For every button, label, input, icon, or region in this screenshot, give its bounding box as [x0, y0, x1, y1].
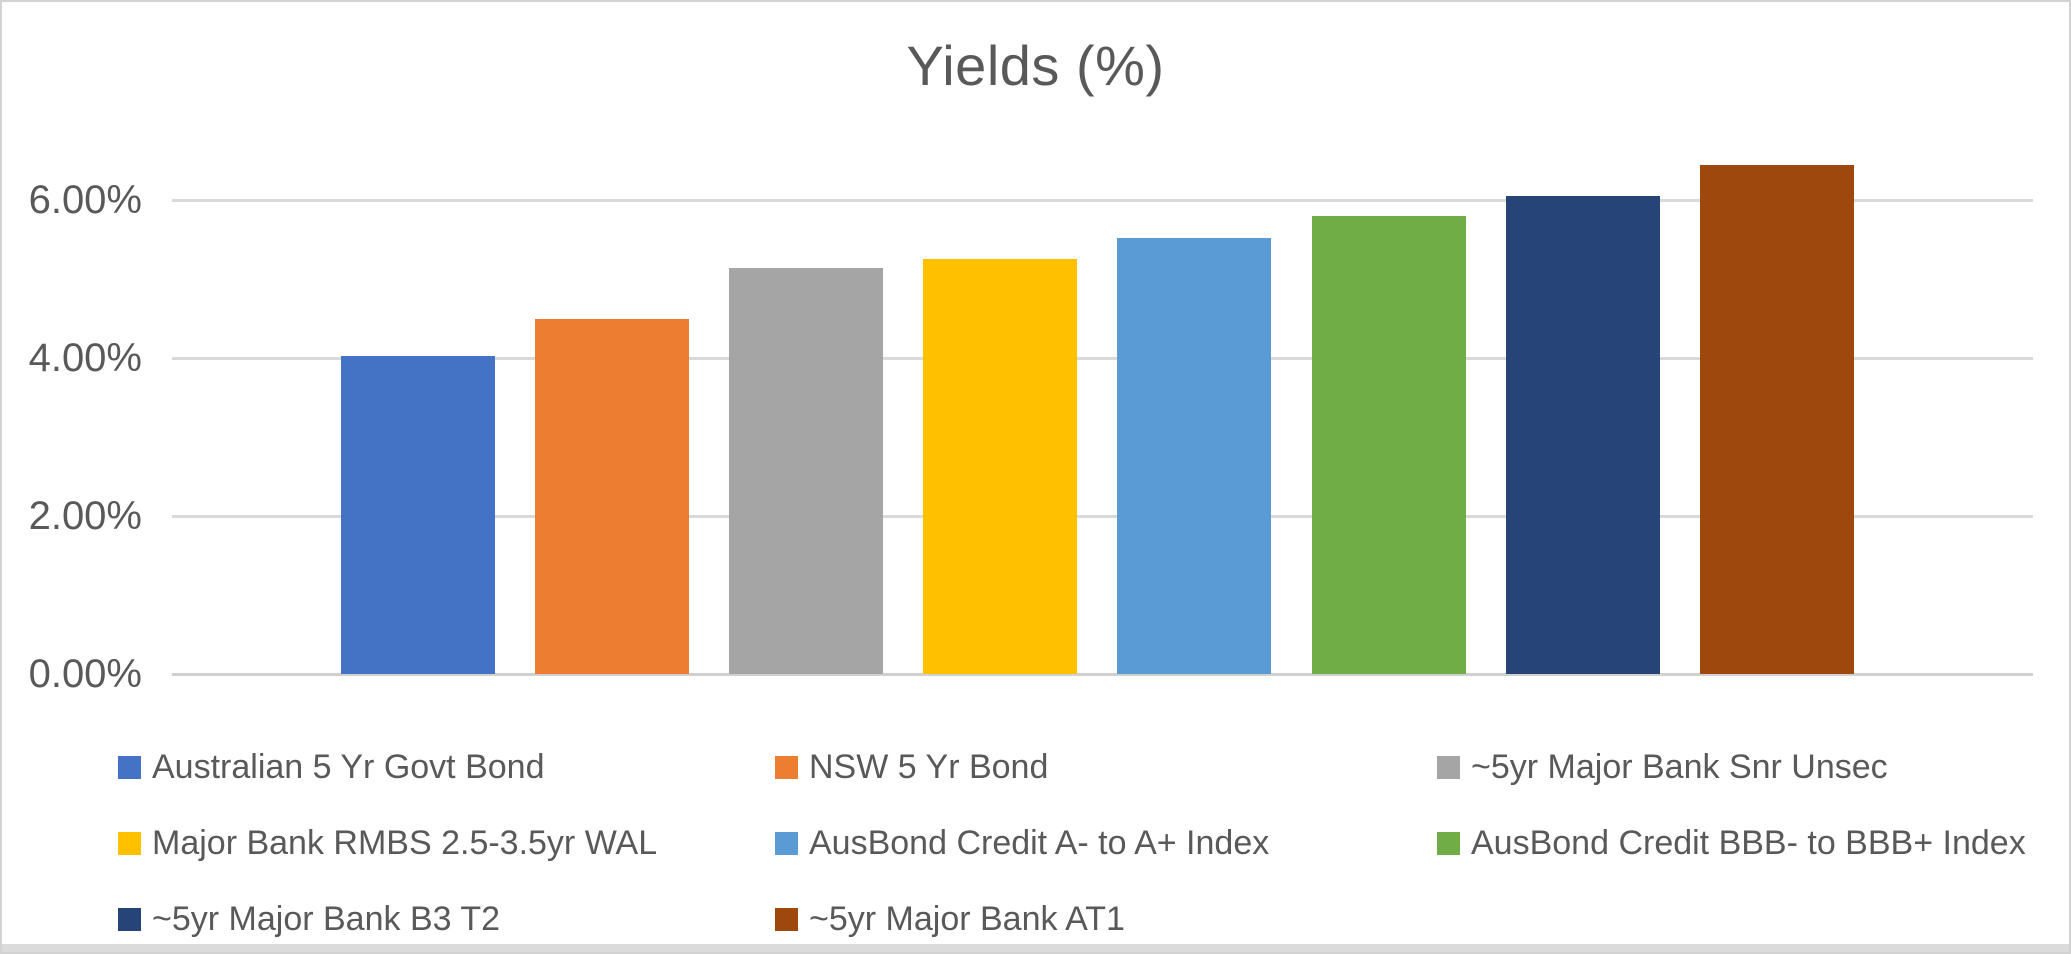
bar-3 [923, 259, 1077, 674]
bar-7 [1700, 165, 1854, 674]
bar-2 [729, 267, 883, 674]
gridline [172, 357, 2033, 360]
bar-6 [1506, 196, 1660, 674]
legend-label: AusBond Credit A- to A+ Index [809, 824, 1270, 862]
bar-5 [1312, 215, 1466, 674]
legend-label: Major Bank RMBS 2.5-3.5yr WAL [152, 824, 658, 862]
legend-swatch-icon [118, 831, 141, 855]
y-axis-tick-label: 6.00% [28, 178, 142, 222]
legend-item-4: AusBond Credit A- to A+ Index [775, 823, 1269, 863]
y-axis-tick-label: 2.00% [28, 494, 142, 538]
bar-4 [1117, 237, 1271, 674]
legend-item-0: Australian 5 Yr Govt Bond [118, 747, 544, 787]
gridline [172, 199, 2033, 202]
legend-label: AusBond Credit BBB- to BBB+ Index [1471, 824, 2026, 862]
legend-label: ~5yr Major Bank B3 T2 [152, 900, 501, 938]
chart-bottom-border [2, 944, 2069, 952]
legend-swatch-icon [775, 831, 798, 855]
legend-item-5: AusBond Credit BBB- to BBB+ Index [1437, 823, 2026, 863]
legend-label: ~5yr Major Bank Snr Unsec [1471, 748, 1888, 786]
legend-swatch-icon [118, 907, 141, 931]
gridline [172, 515, 2033, 518]
chart-title: Yields (%) [906, 34, 1165, 97]
bar-0 [341, 356, 495, 674]
y-axis-tick-label: 0.00% [28, 652, 142, 696]
legend-label: NSW 5 Yr Bond [809, 748, 1049, 786]
legend-swatch-icon [775, 755, 798, 779]
legend-swatch-icon [1437, 831, 1460, 855]
legend-swatch-icon [1437, 755, 1460, 779]
legend-item-1: NSW 5 Yr Bond [775, 747, 1048, 787]
legend-label: ~5yr Major Bank AT1 [809, 900, 1125, 938]
legend-item-2: ~5yr Major Bank Snr Unsec [1437, 747, 1888, 787]
legend-swatch-icon [118, 755, 141, 779]
bar-1 [535, 318, 689, 674]
legend-item-3: Major Bank RMBS 2.5-3.5yr WAL [118, 823, 657, 863]
x-axis-line [172, 673, 2033, 676]
legend-item-6: ~5yr Major Bank B3 T2 [118, 899, 500, 939]
legend-item-7: ~5yr Major Bank AT1 [775, 899, 1125, 939]
legend-label: Australian 5 Yr Govt Bond [152, 748, 545, 786]
legend-swatch-icon [775, 907, 798, 931]
y-axis-tick-label: 4.00% [28, 336, 142, 380]
